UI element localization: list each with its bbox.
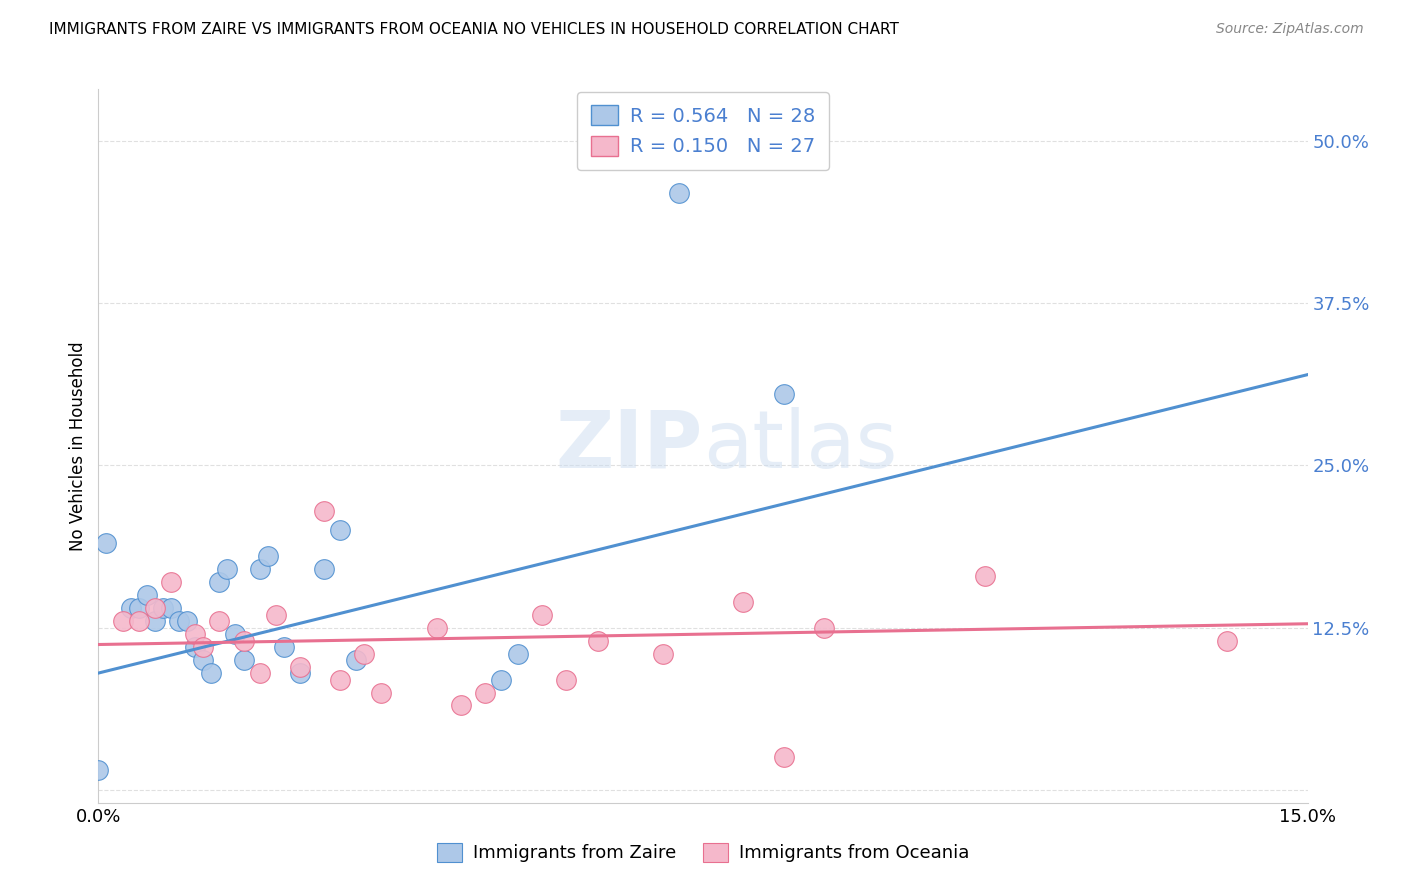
Point [586, 633, 609, 648]
Point [288, 666, 311, 681]
Point [249, 666, 271, 681]
Point [193, 653, 215, 667]
Point [733, 595, 755, 609]
Point [184, 640, 207, 654]
Point [176, 614, 198, 628]
Point [329, 673, 352, 687]
Point [232, 653, 254, 667]
Point [1216, 633, 1239, 648]
Point [668, 186, 690, 200]
Point [128, 601, 150, 615]
Point [329, 524, 352, 538]
Point [530, 607, 553, 622]
Point [232, 633, 254, 648]
Point [555, 673, 578, 687]
Text: atlas: atlas [703, 407, 897, 485]
Point [208, 575, 231, 590]
Point [111, 614, 134, 628]
Point [506, 647, 529, 661]
Point [273, 640, 295, 654]
Point [128, 614, 150, 628]
Point [184, 627, 207, 641]
Point [370, 685, 392, 699]
Point [193, 640, 215, 654]
Point [120, 601, 142, 615]
Point [200, 666, 222, 681]
Point [208, 614, 231, 628]
Point [217, 562, 239, 576]
Legend: Immigrants from Zaire, Immigrants from Oceania: Immigrants from Zaire, Immigrants from O… [429, 836, 977, 870]
Point [135, 588, 157, 602]
Point [426, 621, 449, 635]
Point [344, 653, 367, 667]
Point [772, 387, 794, 401]
Point [160, 601, 183, 615]
Point [651, 647, 673, 661]
Point [314, 562, 336, 576]
Point [96, 536, 118, 550]
Point [813, 621, 835, 635]
Point [160, 575, 183, 590]
Point [264, 607, 287, 622]
Text: IMMIGRANTS FROM ZAIRE VS IMMIGRANTS FROM OCEANIA NO VEHICLES IN HOUSEHOLD CORREL: IMMIGRANTS FROM ZAIRE VS IMMIGRANTS FROM… [49, 22, 898, 37]
Point [87, 764, 110, 778]
Point [450, 698, 472, 713]
Point [143, 601, 166, 615]
Point [143, 614, 166, 628]
Point [772, 750, 794, 764]
Text: Source: ZipAtlas.com: Source: ZipAtlas.com [1216, 22, 1364, 37]
Point [224, 627, 246, 641]
Point [314, 504, 336, 518]
Point [474, 685, 496, 699]
Point [288, 659, 311, 673]
Point [256, 549, 278, 564]
Legend: R = 0.564   N = 28, R = 0.150   N = 27: R = 0.564 N = 28, R = 0.150 N = 27 [578, 92, 828, 169]
Point [353, 647, 375, 661]
Point [167, 614, 190, 628]
Point [491, 673, 513, 687]
Y-axis label: No Vehicles in Household: No Vehicles in Household [69, 341, 87, 551]
Point [249, 562, 271, 576]
Text: ZIP: ZIP [555, 407, 703, 485]
Point [152, 601, 174, 615]
Point [974, 568, 997, 582]
